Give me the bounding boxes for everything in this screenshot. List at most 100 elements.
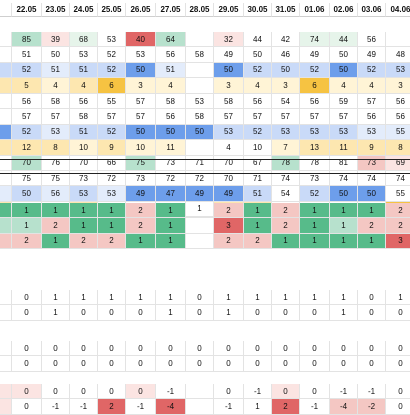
cell[interactable]: 1 bbox=[244, 218, 272, 234]
cell[interactable]: 0 bbox=[126, 384, 156, 400]
cell[interactable]: 50 bbox=[244, 47, 272, 63]
cell[interactable]: 0 bbox=[12, 290, 42, 306]
cell[interactable]: 2 bbox=[98, 399, 126, 415]
cell[interactable]: 58 bbox=[70, 109, 98, 125]
cell[interactable]: 53 bbox=[358, 124, 386, 141]
cell[interactable]: 57 bbox=[12, 109, 42, 125]
cell[interactable]: 0 bbox=[300, 305, 330, 321]
cell[interactable] bbox=[186, 233, 214, 250]
cell[interactable]: 1 bbox=[126, 290, 156, 306]
cell[interactable]: 1 bbox=[156, 203, 186, 219]
cell[interactable]: 53 bbox=[272, 124, 300, 141]
cell[interactable] bbox=[186, 218, 214, 234]
cell[interactable]: 0 bbox=[244, 341, 272, 357]
column-header[interactable] bbox=[0, 3, 12, 17]
cell[interactable]: 64 bbox=[156, 32, 186, 48]
cell[interactable]: 53 bbox=[186, 94, 214, 110]
column-header[interactable]: 04.06 bbox=[386, 3, 410, 17]
cell[interactable]: 55 bbox=[98, 94, 126, 110]
cell[interactable]: 72 bbox=[186, 171, 214, 187]
cell[interactable]: 49 bbox=[300, 47, 330, 63]
cell[interactable]: 69 bbox=[386, 155, 410, 171]
cell[interactable]: 57 bbox=[98, 109, 126, 125]
cell[interactable]: 10 bbox=[244, 140, 272, 156]
cell[interactable]: 74 bbox=[300, 32, 330, 48]
cell[interactable]: 56 bbox=[12, 94, 42, 110]
cell[interactable]: 11 bbox=[156, 140, 186, 156]
cell[interactable]: 0 bbox=[358, 356, 386, 372]
cell[interactable]: 73 bbox=[300, 171, 330, 187]
cell[interactable]: 3 bbox=[214, 218, 244, 234]
cell[interactable]: 1 bbox=[386, 290, 410, 306]
cell[interactable]: 0 bbox=[0, 399, 12, 415]
cell[interactable]: 72 bbox=[156, 171, 186, 187]
cell[interactable]: 74 bbox=[386, 171, 410, 187]
cell[interactable]: 0 bbox=[126, 341, 156, 357]
cell[interactable]: 5 bbox=[0, 171, 12, 187]
cell[interactable]: 49 bbox=[186, 186, 214, 202]
cell[interactable]: 0 bbox=[358, 305, 386, 321]
cell[interactable]: 57 bbox=[126, 94, 156, 110]
cell[interactable] bbox=[186, 32, 214, 48]
cell[interactable]: 0 bbox=[186, 356, 214, 372]
cell[interactable]: 0 bbox=[272, 305, 300, 321]
cell[interactable]: 50 bbox=[330, 186, 358, 202]
cell[interactable]: 1 bbox=[330, 290, 358, 306]
cell[interactable]: 78 bbox=[272, 155, 300, 171]
cell[interactable]: 0 bbox=[244, 356, 272, 372]
cell[interactable]: 56 bbox=[300, 94, 330, 110]
column-header[interactable]: 03.06 bbox=[358, 3, 386, 17]
cell[interactable]: 1 bbox=[156, 305, 186, 321]
cell[interactable]: 2 bbox=[42, 218, 70, 234]
cell[interactable]: 74 bbox=[272, 171, 300, 187]
cell[interactable]: 2 bbox=[0, 32, 12, 48]
cell[interactable]: 0 bbox=[98, 305, 126, 321]
cell[interactable]: 4 bbox=[214, 140, 244, 156]
cell[interactable]: 1 bbox=[42, 290, 70, 306]
cell[interactable]: 1 bbox=[98, 203, 126, 219]
cell[interactable]: 72 bbox=[98, 171, 126, 187]
cell[interactable]: 0 bbox=[42, 384, 70, 400]
cell[interactable]: -1 bbox=[126, 399, 156, 415]
cell[interactable]: 6 bbox=[300, 78, 330, 94]
cell[interactable]: 0 bbox=[70, 341, 98, 357]
cell[interactable]: 1 bbox=[330, 233, 358, 250]
cell[interactable]: 46 bbox=[272, 47, 300, 63]
cell[interactable]: -4 bbox=[330, 399, 358, 415]
cell[interactable]: 0 bbox=[300, 356, 330, 372]
cell[interactable]: 70 bbox=[12, 155, 42, 171]
cell[interactable]: 0 bbox=[0, 341, 12, 357]
column-header[interactable]: 24.05 bbox=[70, 3, 98, 17]
cell[interactable]: 58 bbox=[186, 109, 214, 125]
cell[interactable]: 52 bbox=[98, 124, 126, 141]
cell[interactable]: 0 bbox=[70, 384, 98, 400]
cell[interactable] bbox=[186, 78, 214, 94]
column-header[interactable]: 27.05 bbox=[156, 3, 186, 17]
cell[interactable]: 0 bbox=[12, 399, 42, 415]
cell[interactable]: 0 bbox=[42, 341, 70, 357]
cell[interactable]: 53 bbox=[214, 124, 244, 141]
cell[interactable]: 53 bbox=[98, 32, 126, 48]
cell[interactable]: 1 bbox=[98, 218, 126, 234]
cell[interactable]: 52 bbox=[12, 62, 42, 79]
cell[interactable]: 66 bbox=[98, 155, 126, 171]
cell[interactable]: 53 bbox=[300, 124, 330, 141]
cell[interactable]: 0 bbox=[0, 384, 12, 400]
cell[interactable]: 56 bbox=[358, 109, 386, 125]
cell[interactable] bbox=[186, 399, 214, 415]
cell[interactable]: -1 bbox=[156, 384, 186, 400]
cell[interactable]: 2 bbox=[214, 233, 244, 250]
cell[interactable]: 1 bbox=[358, 203, 386, 219]
cell[interactable]: 53 bbox=[126, 47, 156, 63]
column-header[interactable]: 28.05 bbox=[186, 3, 214, 17]
cell[interactable]: 2 bbox=[244, 233, 272, 250]
cell[interactable]: 52 bbox=[12, 124, 42, 141]
cell[interactable]: 49 bbox=[126, 186, 156, 202]
cell[interactable]: 58 bbox=[42, 94, 70, 110]
cell[interactable]: 1 bbox=[0, 290, 12, 306]
cell[interactable]: 73 bbox=[126, 171, 156, 187]
cell[interactable]: 0 bbox=[300, 384, 330, 400]
cell[interactable]: 50 bbox=[12, 186, 42, 202]
cell[interactable]: 2 bbox=[272, 203, 300, 219]
cell[interactable]: 0 bbox=[98, 356, 126, 372]
